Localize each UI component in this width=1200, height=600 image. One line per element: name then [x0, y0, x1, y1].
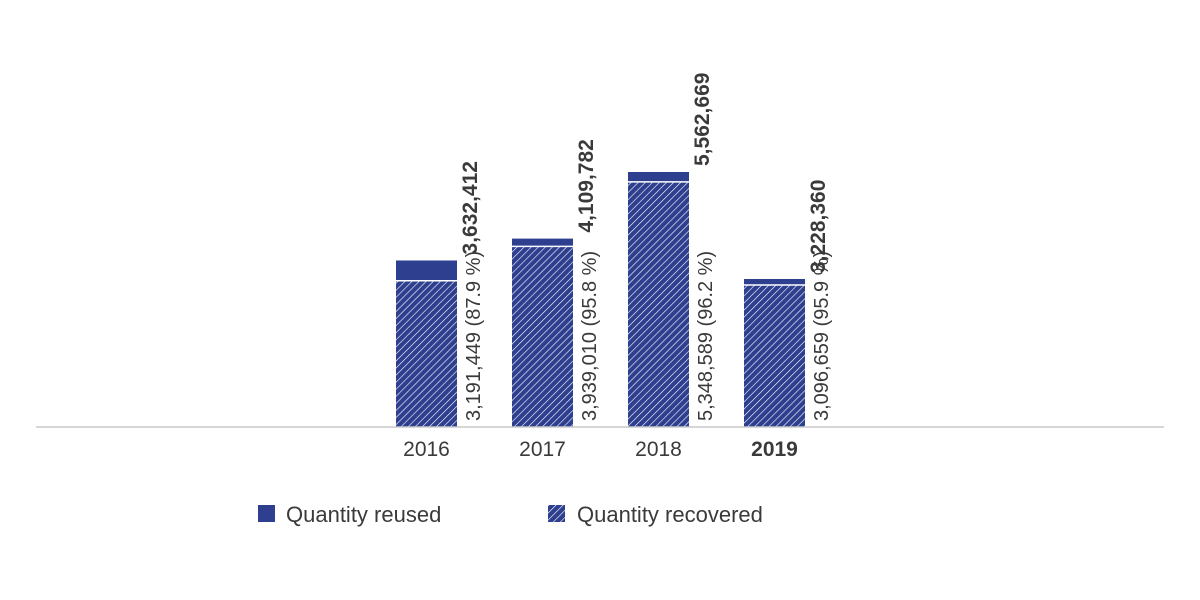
bar-recovered-2018: [628, 181, 689, 427]
data-label-recovered-2018: 5,348,589 (96.2 %): [695, 251, 717, 421]
bar-recovered-2017: [512, 246, 573, 427]
x-tick-label-2018: 2018: [635, 438, 682, 461]
data-label-recovered-2017: 3,939,010 (95.8 %): [579, 251, 601, 421]
data-label-total-2019: 3,228,360: [807, 180, 830, 273]
x-tick-label-2016: 2016: [403, 438, 450, 461]
data-label-recovered-2019: 3,096,659 (95.9 %): [811, 251, 833, 421]
data-label-total-2016: 3,632,412: [459, 161, 482, 254]
bar-reused-2019: [744, 279, 805, 286]
bar-recovered-2016: [396, 280, 457, 427]
legend-label-recovered: Quantity recovered: [577, 502, 763, 527]
bar-reused-2018: [628, 172, 689, 182]
bar-recovered-2019: [744, 285, 805, 427]
bar-reused-2017: [512, 238, 573, 247]
bars-group: 3,191,449 (87.9 %)3,632,412 3,939,010 (95…: [396, 73, 833, 427]
x-tick-label-2017: 2017: [519, 438, 566, 461]
data-label-recovered-2016: 3,191,449 (87.9 %): [463, 251, 485, 421]
legend-label-reused: Quantity reused: [286, 502, 441, 527]
bar-reused-2016: [396, 260, 457, 281]
data-label-total-2017: 4,109,782: [575, 139, 598, 232]
legend-swatch-recovered: [548, 505, 565, 522]
legend-swatch-reused: [258, 505, 275, 522]
x-axis-ticks: 2016 2017 2018 2019: [403, 438, 798, 461]
x-tick-label-2019: 2019: [751, 438, 798, 461]
data-label-total-2018: 5,562,669: [691, 73, 714, 166]
legend: Quantity reused Quantity recovered: [258, 502, 763, 527]
